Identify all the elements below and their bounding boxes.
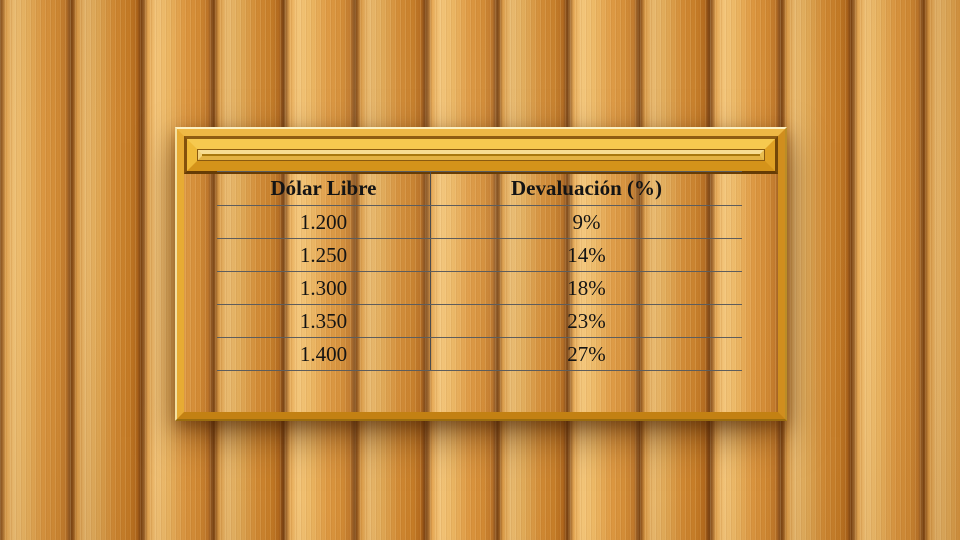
picture-frame: Dólar Libre Devaluación (%) 1.200 9% (175, 127, 787, 421)
cell-dolar: 1.250 (217, 239, 431, 271)
cell-devaluacion: 9% (572, 209, 601, 234)
cell-dolar: 1.300 (217, 272, 431, 304)
header-cell-devaluacion: Devaluación (%) (510, 176, 663, 200)
table-row: 1.250 14% (217, 239, 742, 272)
frame-ridge-dark: Dólar Libre Devaluación (%) 1.200 9% (184, 136, 778, 371)
table-row: 1.350 23% (217, 305, 742, 338)
frame-band-main: Dólar Libre Devaluación (%) 1.200 9% (187, 139, 775, 371)
frame-band-outer: Dólar Libre Devaluación (%) 1.200 9% (177, 129, 785, 419)
table-row: 1.400 27% (217, 338, 742, 371)
frame-ridge-thin: Dólar Libre Devaluación (%) 1.200 9% (197, 149, 765, 371)
table-row: 1.200 9% (217, 206, 742, 239)
table-row: 1.300 18% (217, 272, 742, 305)
data-table: Dólar Libre Devaluación (%) 1.200 9% (217, 171, 742, 371)
cell-devaluacion: 27% (567, 341, 606, 366)
frame-inner-edge: Dólar Libre Devaluación (%) 1.200 9% (202, 154, 760, 371)
cell-devaluacion: 14% (567, 242, 606, 267)
cell-devaluacion: 18% (567, 275, 606, 300)
header-cell-dolar-libre: Dólar Libre (217, 172, 431, 205)
cell-dolar: 1.200 (217, 206, 431, 238)
cell-dolar: 1.350 (217, 305, 431, 337)
table-header-row: Dólar Libre Devaluación (%) (217, 172, 742, 206)
cell-dolar: 1.400 (217, 338, 431, 370)
frame-band-inner: Dólar Libre Devaluación (%) 1.200 9% (198, 150, 764, 371)
cell-devaluacion: 23% (567, 308, 606, 333)
